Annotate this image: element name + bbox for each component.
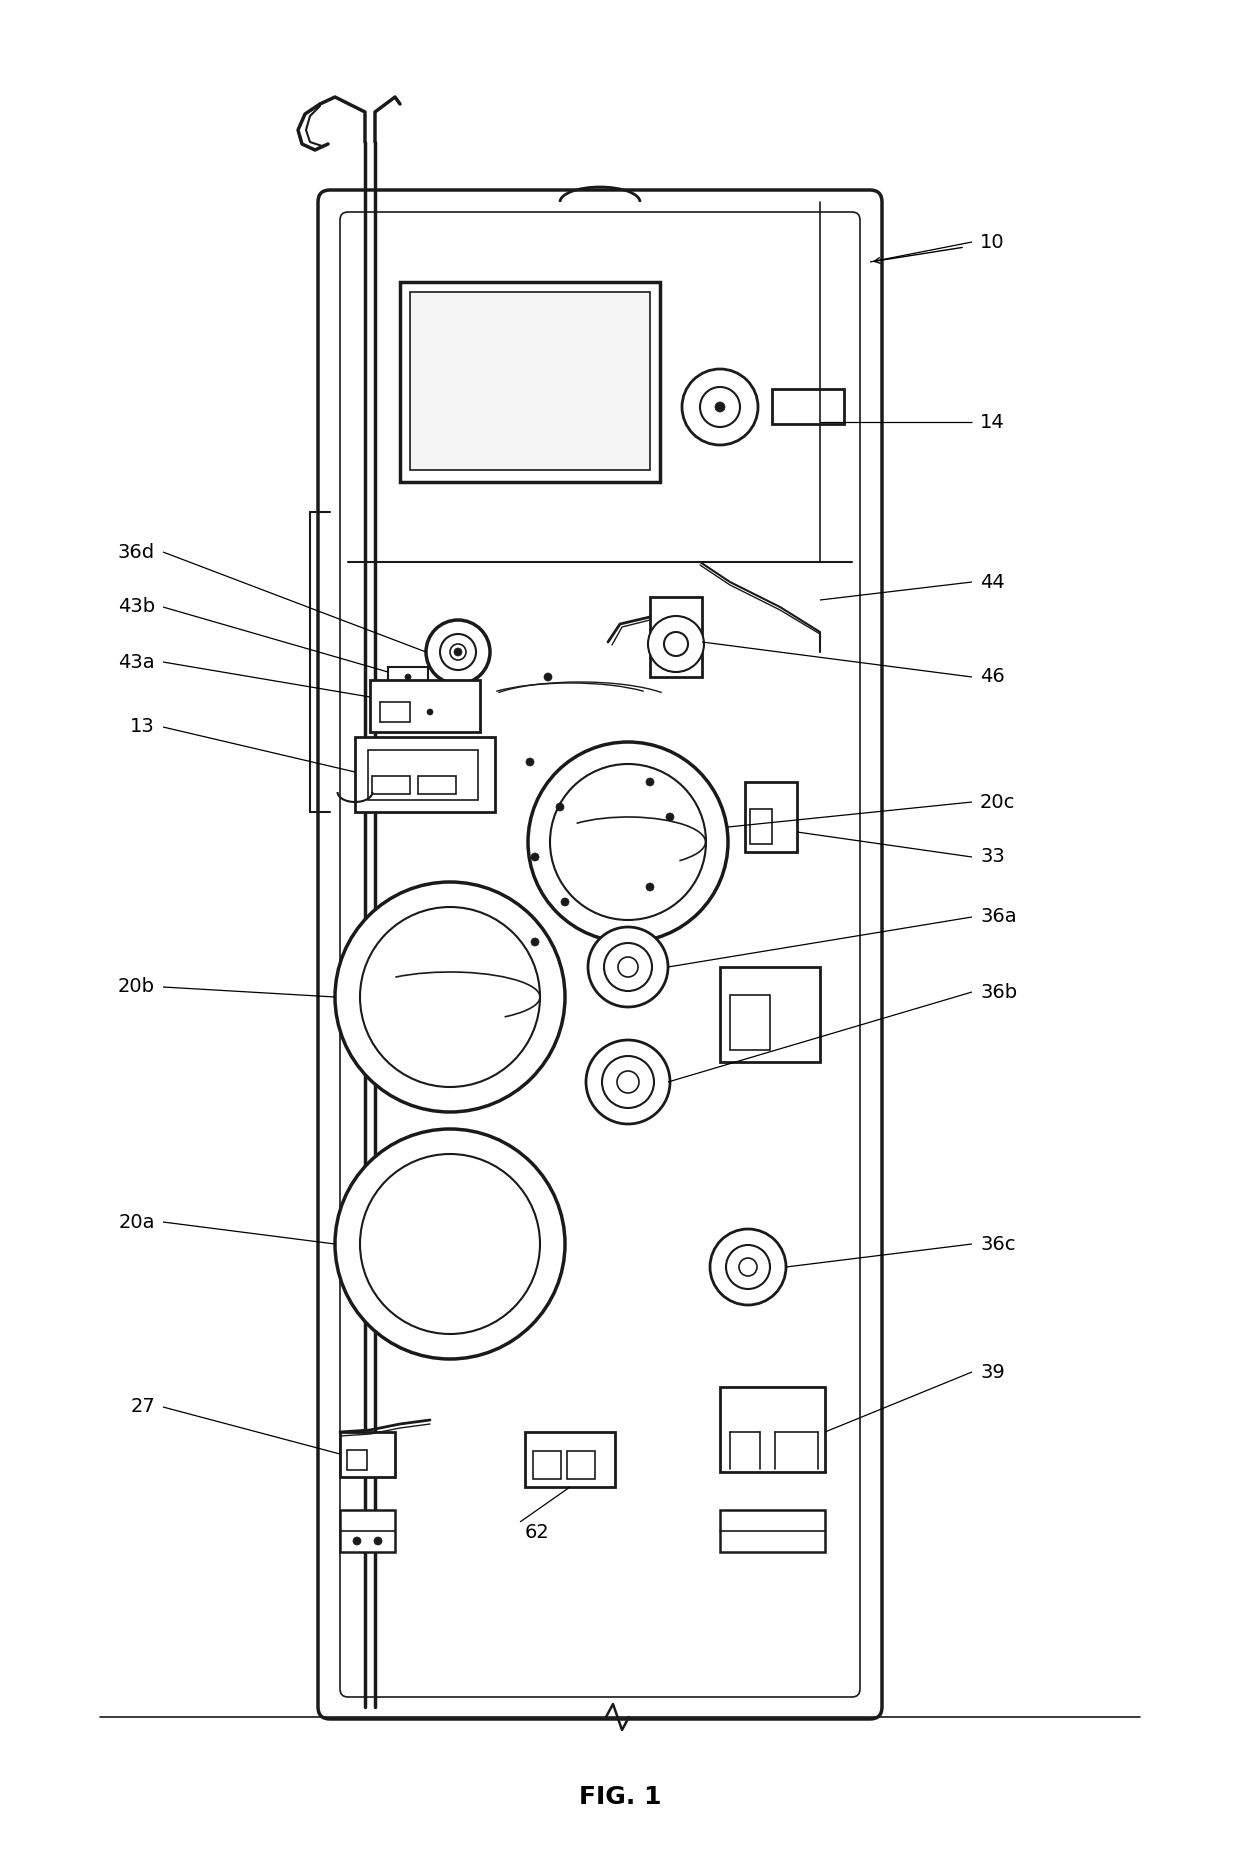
Text: 33: 33	[980, 847, 1004, 866]
Circle shape	[618, 957, 639, 978]
Bar	[370, 680, 480, 732]
Text: 20c: 20c	[980, 793, 1016, 812]
Bar	[750, 808, 773, 843]
FancyBboxPatch shape	[317, 190, 882, 1719]
Text: 36a: 36a	[980, 907, 1017, 927]
Circle shape	[560, 897, 569, 907]
Text: 20b: 20b	[118, 978, 155, 996]
Circle shape	[604, 942, 652, 991]
Circle shape	[646, 778, 653, 786]
Text: 44: 44	[980, 572, 1004, 592]
Circle shape	[405, 674, 410, 680]
Bar	[355, 737, 495, 812]
Circle shape	[715, 402, 725, 412]
Bar	[745, 782, 797, 853]
Bar	[340, 1510, 396, 1553]
Circle shape	[649, 616, 704, 672]
Bar	[379, 702, 410, 722]
Bar	[388, 667, 428, 687]
Circle shape	[544, 672, 552, 681]
Circle shape	[646, 883, 653, 892]
Bar	[418, 776, 456, 793]
Circle shape	[427, 709, 433, 715]
Text: 20a: 20a	[119, 1212, 155, 1231]
Circle shape	[374, 1536, 382, 1545]
Circle shape	[588, 927, 668, 1007]
Circle shape	[587, 1041, 670, 1125]
Text: 36c: 36c	[980, 1235, 1016, 1253]
Text: 62: 62	[525, 1523, 549, 1542]
Text: FIG. 1: FIG. 1	[579, 1786, 661, 1810]
Circle shape	[360, 1154, 539, 1333]
Circle shape	[701, 387, 740, 426]
Circle shape	[454, 648, 463, 655]
Circle shape	[360, 907, 539, 1087]
Bar	[720, 1510, 825, 1553]
Text: 10: 10	[980, 233, 1004, 251]
Circle shape	[551, 763, 706, 920]
Bar	[368, 750, 477, 801]
Circle shape	[531, 853, 539, 860]
Bar	[347, 1450, 367, 1469]
Bar	[730, 994, 770, 1050]
Bar	[372, 776, 410, 793]
Circle shape	[353, 1536, 361, 1545]
Circle shape	[335, 1128, 565, 1359]
Circle shape	[335, 883, 565, 1112]
Circle shape	[666, 814, 675, 821]
Bar	[567, 1450, 595, 1478]
Circle shape	[556, 803, 564, 812]
Circle shape	[450, 644, 466, 659]
Bar	[340, 1432, 396, 1477]
Circle shape	[427, 620, 490, 683]
Circle shape	[682, 369, 758, 445]
Circle shape	[528, 741, 728, 942]
Text: 39: 39	[980, 1363, 1004, 1382]
Circle shape	[601, 1056, 653, 1108]
Circle shape	[531, 938, 539, 946]
Text: 36d: 36d	[118, 542, 155, 562]
Text: 14: 14	[980, 413, 1004, 432]
Bar	[533, 1450, 560, 1478]
Circle shape	[440, 633, 476, 670]
Text: 46: 46	[980, 667, 1004, 687]
Circle shape	[663, 631, 688, 655]
Circle shape	[711, 1229, 786, 1305]
Circle shape	[526, 758, 534, 765]
Bar	[720, 1387, 825, 1473]
Bar	[410, 292, 650, 469]
Circle shape	[725, 1246, 770, 1289]
Bar	[773, 389, 844, 425]
Text: 13: 13	[130, 717, 155, 737]
Text: 43b: 43b	[118, 598, 155, 616]
Text: 36b: 36b	[980, 983, 1017, 1002]
Text: 27: 27	[130, 1398, 155, 1417]
Bar	[401, 281, 660, 482]
Circle shape	[618, 1071, 639, 1093]
Text: 43a: 43a	[118, 652, 155, 672]
Circle shape	[739, 1259, 756, 1275]
Bar	[720, 966, 820, 1061]
Bar	[650, 598, 702, 678]
Bar	[525, 1432, 615, 1488]
